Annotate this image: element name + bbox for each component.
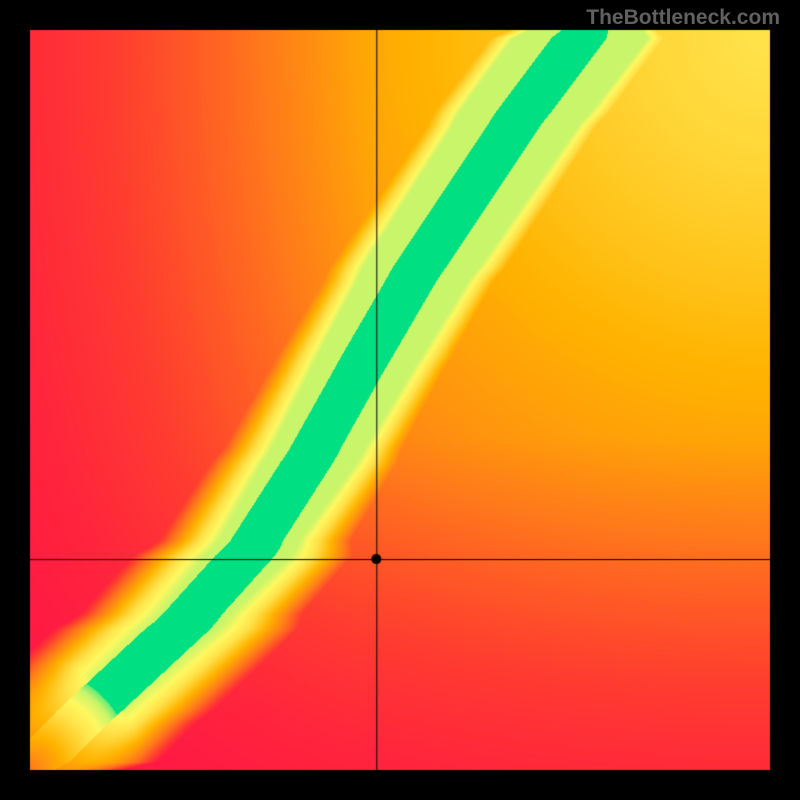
bottleneck-heatmap [0, 0, 800, 800]
chart-container: TheBottleneck.com [0, 0, 800, 800]
watermark-text: TheBottleneck.com [586, 6, 780, 30]
